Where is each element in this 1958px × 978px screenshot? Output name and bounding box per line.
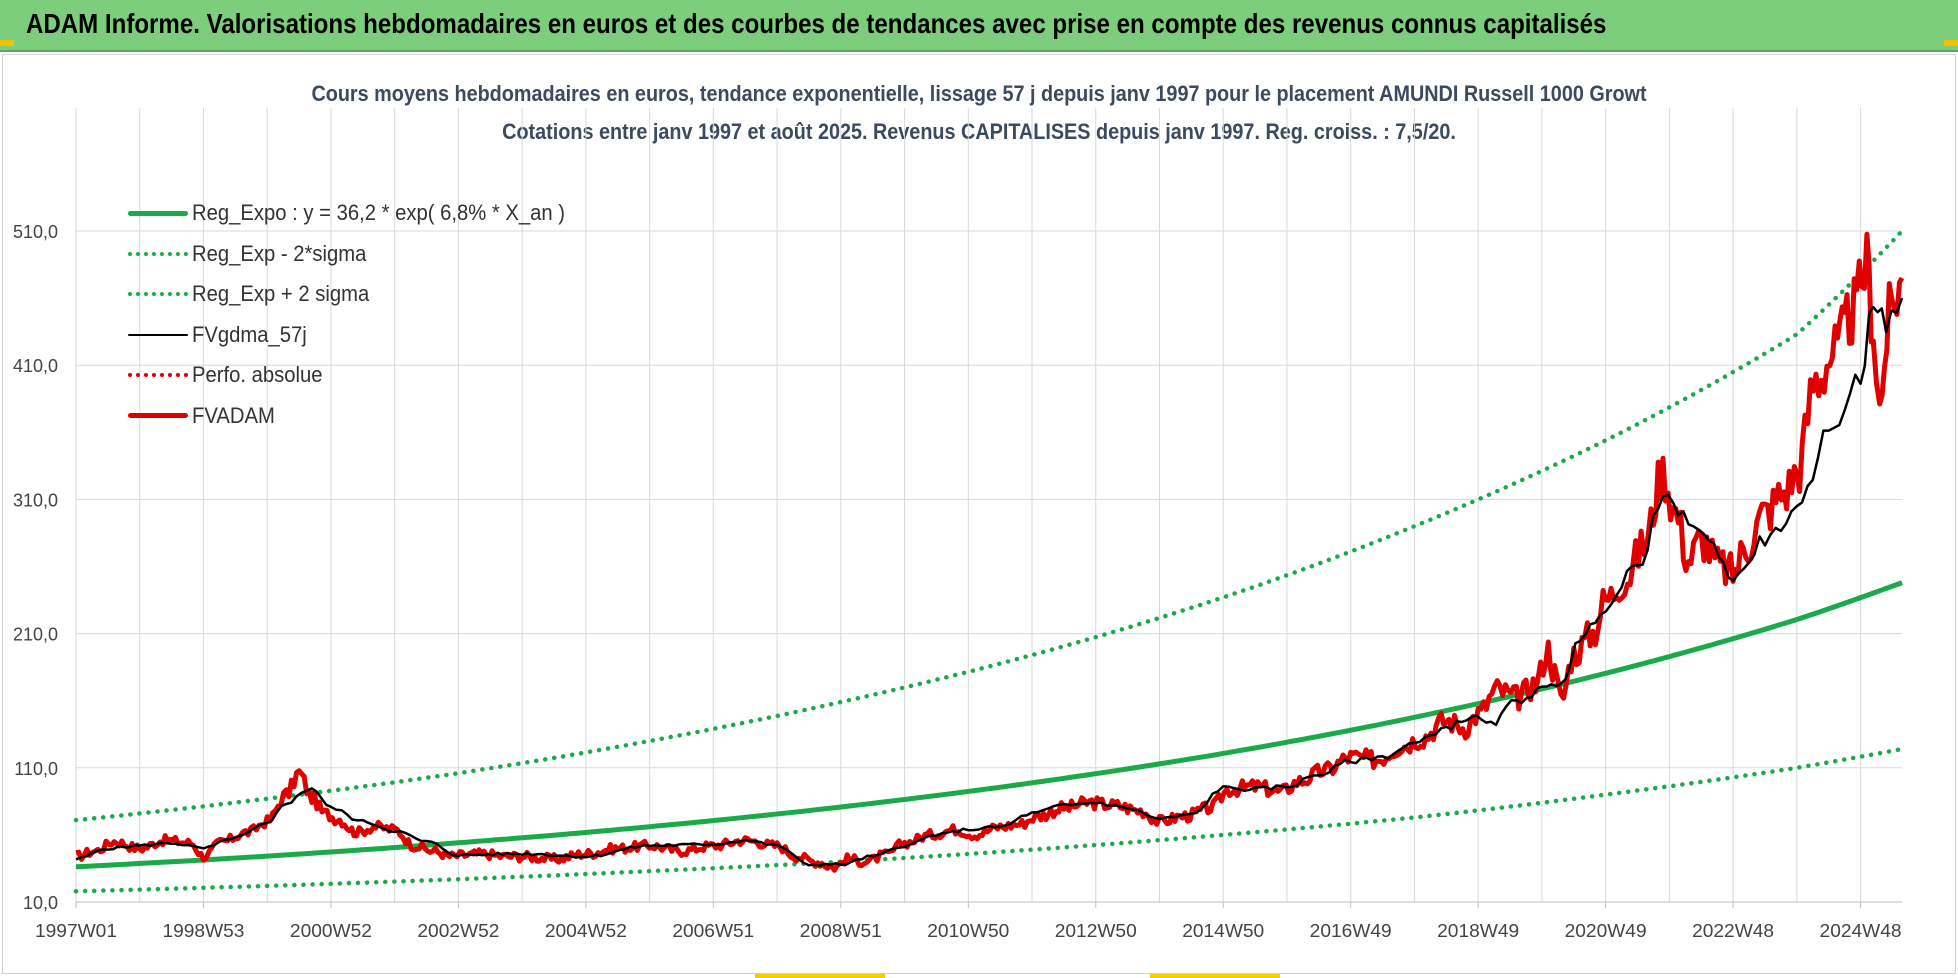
x-tick-label: 2016W49 — [1310, 921, 1392, 941]
report-title: ADAM Informe. Valorisations hebdomadaire… — [26, 8, 1607, 39]
y-tick-label: 10,0 — [23, 893, 58, 913]
chart-title: Cours moyens hebdomadaires en euros, ten… — [311, 81, 1647, 106]
corner-marker — [0, 40, 14, 46]
x-tick-label: 2008W51 — [800, 921, 882, 941]
legend-swatch — [128, 413, 188, 419]
legend-swatch — [128, 210, 188, 216]
series-line-reg-exp-1 — [73, 746, 1905, 894]
y-tick-label: 410,0 — [13, 356, 58, 376]
x-tick-label: 2022W48 — [1692, 921, 1774, 941]
legend-item: Reg_Expo : y = 36,2 * exp( 6,8% * X_an ) — [128, 193, 597, 234]
legend-item: Reg_Exp + 2 sigma — [128, 274, 597, 315]
legend-item: FVADAM — [128, 396, 597, 437]
corner-marker — [1944, 40, 1958, 46]
x-tick-label: 2010W50 — [927, 921, 1009, 941]
chart-subtitle: Cotations entre janv 1997 et août 2025. … — [502, 119, 1456, 144]
bottom-strip — [1150, 974, 1280, 978]
legend-item: Reg_Exp - 2*sigma — [128, 234, 597, 275]
x-tick-label: 2020W49 — [1565, 921, 1647, 941]
legend-swatch — [128, 373, 188, 378]
y-tick-label: 510,0 — [13, 222, 58, 242]
legend-swatch — [128, 333, 188, 336]
y-tick-label: 210,0 — [13, 625, 58, 645]
series-line-reg-exp-2 — [73, 228, 1905, 823]
series-line-fvgdma-57j-3 — [75, 297, 1904, 867]
y-tick-label: 110,0 — [14, 759, 58, 779]
x-tick-label: 2002W52 — [417, 921, 499, 941]
x-tick-label: 2018W49 — [1437, 921, 1519, 941]
x-tick-label: 2000W52 — [290, 921, 372, 941]
x-tick-label: 2024W48 — [1820, 921, 1902, 941]
x-tick-label: 2012W50 — [1055, 921, 1137, 941]
legend-label: FVADAM — [192, 402, 275, 428]
legend-swatch — [128, 292, 188, 297]
chart-frame — [2, 54, 1956, 974]
legend-label: Perfo. absolue — [192, 362, 323, 388]
x-tick-label: 2006W51 — [672, 921, 754, 941]
y-tick-label: 310,0 — [13, 490, 58, 510]
report-banner: ADAM Informe. Valorisations hebdomadaire… — [0, 0, 1958, 52]
legend-label: Reg_Exp - 2*sigma — [192, 240, 367, 266]
legend-item: Perfo. absolue — [128, 355, 597, 396]
legend-label: Reg_Exp + 2 sigma — [192, 281, 370, 307]
x-tick-label: 1998W53 — [162, 921, 244, 941]
legend-label: FVgdma_57j — [192, 321, 307, 347]
legend-item: FVgdma_57j — [128, 315, 597, 356]
legend-swatch — [128, 251, 188, 256]
bottom-strip — [755, 974, 885, 978]
legend-label: Reg_Expo : y = 36,2 * exp( 6,8% * X_an ) — [192, 200, 565, 226]
chart-legend: Reg_Expo : y = 36,2 * exp( 6,8% * X_an )… — [128, 193, 597, 436]
x-tick-label: 2014W50 — [1182, 921, 1264, 941]
series-line-reg-expo-0 — [75, 580, 1903, 870]
x-tick-label: 1997W01 — [35, 921, 117, 941]
x-tick-label: 2004W52 — [545, 921, 627, 941]
